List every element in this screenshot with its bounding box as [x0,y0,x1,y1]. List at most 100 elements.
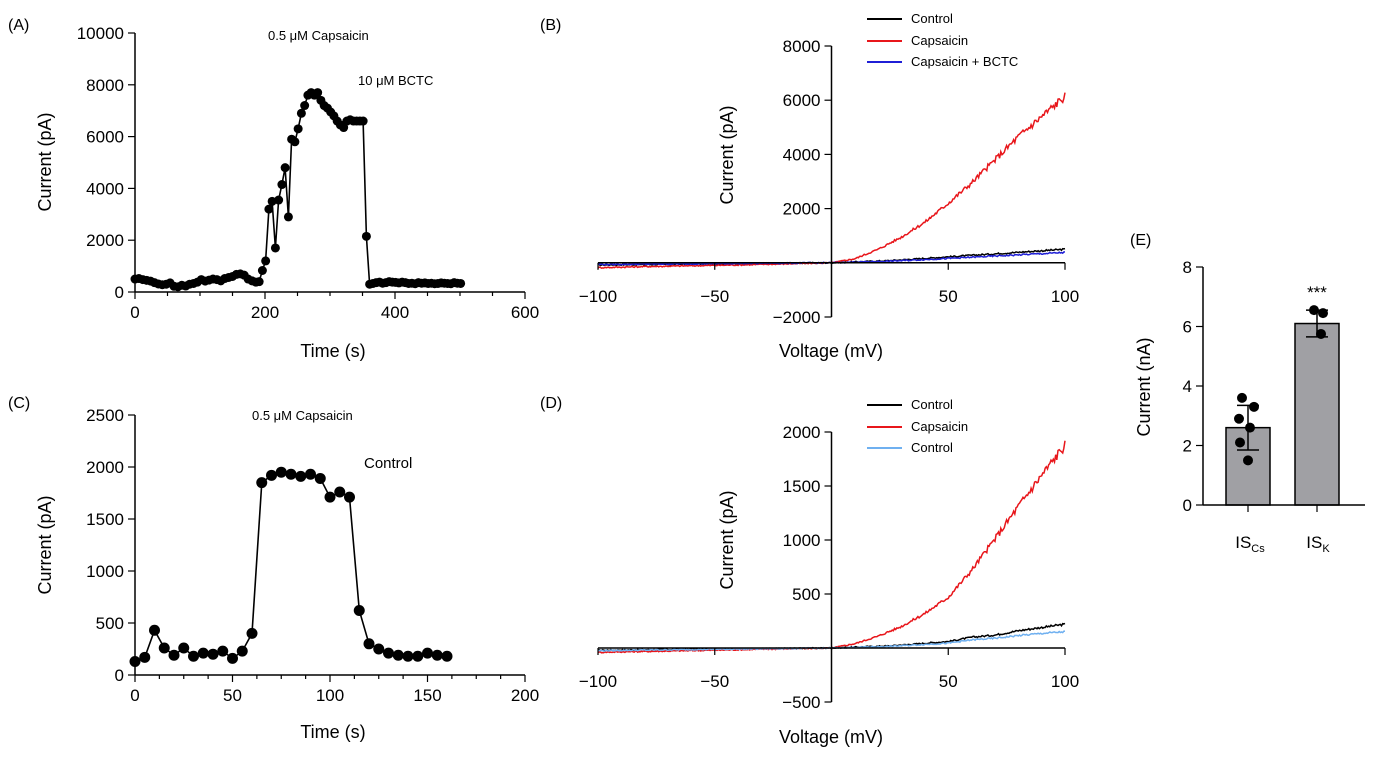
panel-c-data-layer [129,466,453,667]
legend-label-control: Control [911,11,953,26]
panel-e-category-label-cs: ISCs [1235,533,1265,555]
panel-c-x-tick-label: 150 [413,686,441,705]
panel-a-data-point [283,212,293,222]
panel-c-data-point [353,605,365,617]
panel-e-data-point [1318,308,1328,319]
panel-c-y-axis-label: Current (pA) [35,495,55,594]
panel-b-axes: −100 −50 50 100 −2000 2000 4000 6000 8000 [579,37,1079,327]
panel-a-data-point [358,116,368,126]
panel-a-data-point [361,231,371,241]
panel-a-x-axis-label: Time (s) [300,341,365,361]
panel-c-data-point [295,470,307,482]
panel-d-y-tick-label: 500 [792,585,820,604]
panel-a-y-tick-label: 0 [115,283,124,302]
panel-c-data-point [207,648,219,660]
panel-c-data-point [158,642,170,654]
panel-a-annotation-capsaicin: 0.5 μM Capsaicin [268,28,369,43]
panel-c-x-tick-label: 50 [223,686,242,705]
category-main: IS [1306,533,1322,552]
panel-d-axes: −100 −50 50 100 −500 500 1000 1500 2000 [579,423,1079,712]
panel-b-x-axis-label: Voltage (mV) [779,341,883,361]
panel-c-y-tick-label: 2000 [86,458,124,477]
panel-b-y-tick-label: 2000 [783,200,821,219]
panel-label-e: (E) [1130,232,1151,249]
panel-a-x-tick-label: 400 [381,303,409,322]
panel-b-x-tick-label: −100 [579,287,617,306]
panel-b-y-tick-label: 8000 [783,37,821,56]
panel-a-x-tick-label: 0 [130,303,139,322]
panel-c-data-point [285,468,297,480]
panel-c-series-line [134,471,448,663]
panel-label-c: (C) [8,395,30,412]
panel-c-data-point [373,643,385,655]
panel-e-y-tick-label: 0 [1183,496,1192,515]
panel-c-data-point [363,638,375,650]
panel-b-chart: −100 −50 50 100 −2000 2000 4000 6000 8000 Contro… [579,11,1079,361]
panel-b-y-tick-label: 6000 [783,91,821,110]
panel-e-data-point [1316,328,1326,339]
legend-label-control: Control [911,397,953,412]
panel-b-y-tick-label: −2000 [773,308,821,327]
panel-c-data-point [246,627,258,639]
panel-a-data-point [290,137,300,147]
panel-d-x-axis-label: Voltage (mV) [779,727,883,747]
panel-c-data-point [149,624,160,636]
panel-c-data-point [236,645,248,657]
panel-e-y-tick-label: 8 [1183,258,1192,277]
panel-a-data-point [280,163,290,173]
panel-a-annotation-bctc: 10 μM BCTC [358,73,433,88]
category-subscript: Cs [1251,543,1265,555]
panel-e-data-point [1243,455,1253,466]
panel-c-y-tick-label: 1000 [86,562,124,581]
panel-c-data-point [402,650,414,662]
panel-a-y-tick-label: 6000 [86,128,124,147]
panel-c-data-point [441,650,453,662]
panel-b-y-axis-label: Current (pA) [717,105,737,204]
panel-d-chart: −100 −50 50 100 −500 500 1000 1500 2000 Control … [579,397,1079,747]
panel-b-x-tick-label: 100 [1051,287,1079,306]
panel-a-series-line [134,91,461,288]
legend-label-capsaicin: Capsaicin [911,419,968,434]
panel-c-y-tick-label: 2500 [86,406,124,425]
panel-a-y-tick-label: 4000 [86,179,124,198]
panel-c-x-tick-label: 0 [130,686,139,705]
panel-c-data-point [422,647,433,659]
panel-b-y-tick-label: 4000 [783,145,821,164]
panel-a-data-point [254,277,264,287]
panel-d-x-tick-label: −50 [700,672,729,691]
panel-c-data-point [334,486,346,498]
panel-a-data-point [456,278,466,288]
panel-e-y-tick-label: 4 [1183,377,1192,396]
panel-e-data-point [1245,422,1255,433]
panel-e-data-point [1249,401,1259,412]
panel-a-data-point [270,243,280,253]
panel-e-data-point [1237,392,1247,403]
panel-c-x-axis-label: Time (s) [300,722,365,742]
panel-c-data-point [139,651,151,663]
panel-c-data-point [217,645,229,657]
panel-c-data-point [314,472,326,484]
panel-e-bar [1294,322,1340,506]
panel-a-data-point [313,88,323,98]
panel-e-data-point [1309,305,1319,316]
category-subscript: K [1322,543,1330,555]
panel-a-data-point [293,124,303,134]
panel-d-x-tick-label: −100 [579,672,617,691]
panel-d-x-tick-label: 50 [939,672,958,691]
panel-c-data-point [344,491,355,503]
panel-c-y-tick-label: 500 [96,614,124,633]
panel-c-data-point [168,649,180,661]
panel-a-data-point [296,108,306,118]
panel-c-data-point [256,477,268,489]
panel-e-category-label-k: ISK [1306,533,1330,555]
panel-a-y-tick-label: 8000 [86,76,124,95]
panel-e-data-layer [1225,305,1340,506]
panel-c-data-point [178,642,190,654]
panel-a-data-point [277,180,287,190]
panel-e-y-axis-label: Current (nA) [1134,337,1154,436]
panel-e-y-tick-label: 2 [1183,437,1192,456]
